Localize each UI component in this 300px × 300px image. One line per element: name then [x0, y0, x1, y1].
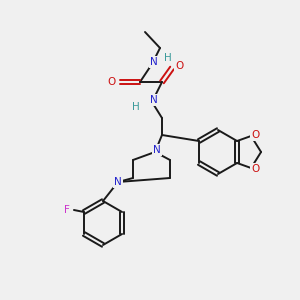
Text: N: N: [114, 177, 122, 187]
Text: O: O: [175, 61, 183, 71]
Text: N: N: [150, 95, 158, 105]
Text: O: O: [251, 130, 259, 140]
Text: N: N: [150, 57, 158, 67]
Text: H: H: [132, 102, 140, 112]
Text: N: N: [153, 145, 161, 155]
Text: F: F: [64, 205, 70, 215]
Text: H: H: [164, 53, 172, 63]
Text: O: O: [108, 77, 116, 87]
Text: O: O: [251, 164, 259, 174]
